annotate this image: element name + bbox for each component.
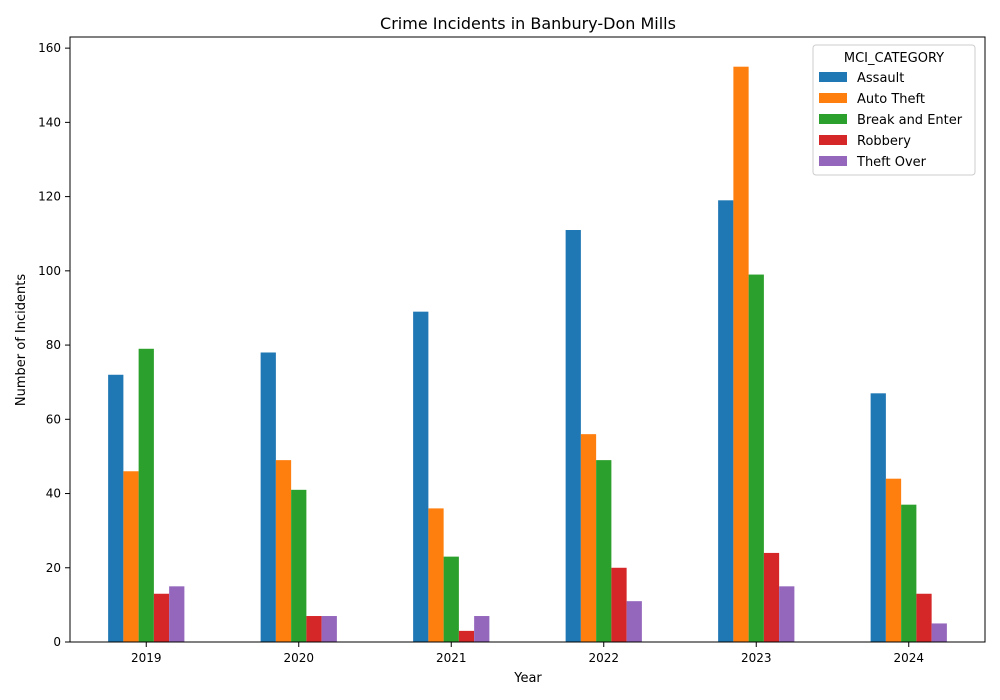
bar-assault-2021 [413,311,429,642]
y-tick-label: 0 [53,635,61,649]
bar-robbery-2019 [153,593,170,642]
bar-break-and-enter-2020 [291,489,307,642]
bar-auto-theft-2024 [885,478,902,642]
y-tick-label: 40 [46,487,61,501]
bar-break-and-enter-2021 [443,556,459,642]
x-tick-label: 2019 [131,651,162,665]
y-tick-label: 80 [46,338,61,352]
y-tick-label: 120 [38,190,61,204]
bar-assault-2022 [565,230,581,642]
legend-swatch [819,135,847,145]
bar-assault-2020 [260,352,276,642]
y-tick-label: 60 [46,412,61,426]
bar-robbery-2024 [916,593,932,642]
x-tick-label: 2021 [436,651,467,665]
bar-theft-over-2023 [779,586,795,642]
bar-break-and-enter-2022 [596,460,612,642]
bar-theft-over-2020 [321,616,337,642]
bar-assault-2023 [718,200,734,642]
x-tick-label: 2024 [893,651,924,665]
legend-label: Theft Over [856,155,927,170]
bar-auto-theft-2022 [580,434,597,642]
bar-auto-theft-2021 [428,508,444,642]
y-tick-label: 160 [38,41,61,55]
bar-robbery-2021 [458,630,475,642]
bar-assault-2024 [870,393,886,642]
bars-group [108,66,947,642]
bar-break-and-enter-2019 [138,348,154,642]
bar-auto-theft-2020 [275,460,292,642]
bar-theft-over-2021 [474,616,490,642]
bar-break-and-enter-2023 [748,274,764,642]
bar-break-and-enter-2024 [901,504,917,642]
bar-robbery-2023 [763,552,780,642]
legend-title: MCI_CATEGORY [844,51,944,66]
y-tick-label: 20 [46,561,61,575]
bar-theft-over-2022 [626,601,642,642]
y-axis: 0 20 40 60 80 100 120 140 160 [38,41,70,649]
bar-assault-2019 [108,374,124,642]
legend-box [812,44,976,176]
legend: MCI_CATEGORY Assault Auto Theft Break and E… [812,44,976,176]
legend-swatch [819,114,847,124]
legend-label: Auto Theft [857,92,925,107]
plot-frame [69,36,986,643]
bar-auto-theft-2023 [733,66,749,642]
y-tick-label: 100 [38,264,61,278]
bar-theft-over-2019 [169,586,185,642]
x-axis: 2019 2020 2021 2022 2023 2024 [131,642,924,665]
x-tick-label: 2023 [741,651,772,665]
x-tick-label: 2020 [283,651,314,665]
y-axis-label: Number of Incidents [14,274,29,406]
bar-robbery-2022 [611,567,627,642]
bar-auto-theft-2019 [123,471,139,642]
legend-swatch [819,156,847,166]
legend-label: Break and Enter [857,113,963,128]
y-tick-label: 140 [38,115,61,129]
legend-swatch [819,93,847,103]
legend-label: Robbery [857,134,911,149]
legend-label: Assault [857,71,904,86]
x-axis-label: Year [513,671,542,686]
chart-title: Crime Incidents in Banbury-Don Mills [380,14,676,33]
legend-swatch [819,72,847,82]
bar-theft-over-2024 [931,623,947,642]
x-tick-label: 2022 [588,651,619,665]
bar-robbery-2020 [306,616,322,642]
